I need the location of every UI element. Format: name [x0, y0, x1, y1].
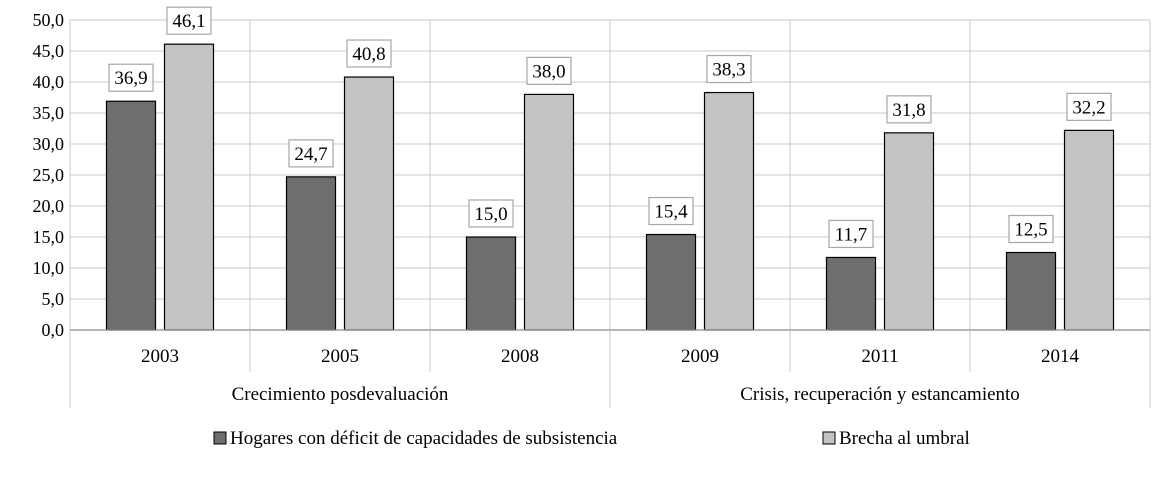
data-label-box: [1066, 92, 1112, 121]
y-tick-label: 20,0: [33, 196, 65, 216]
group-label: Crecimiento posdevaluación: [232, 384, 449, 405]
legend-label: Brecha al umbral: [839, 428, 970, 449]
y-tick-label: 15,0: [33, 227, 65, 247]
bar: [343, 76, 395, 331]
data-label-box: [526, 56, 572, 86]
y-tick-label: 10,0: [33, 258, 65, 278]
bar: [825, 256, 877, 331]
data-label-box: [468, 199, 514, 228]
x-tick-label: 2005: [321, 346, 359, 367]
data-label: 31,8: [892, 100, 925, 121]
data-label-box: [886, 95, 932, 124]
x-tick-label: 2011: [861, 346, 898, 367]
y-tick-label: 35,0: [33, 103, 65, 123]
data-label: 46,1: [172, 11, 205, 32]
y-tick-label: 5,0: [42, 289, 65, 309]
data-label: 24,7: [294, 144, 327, 165]
legend-swatch: [213, 431, 227, 445]
gridlines: [69, 19, 1151, 331]
group-label: Crisis, recuperación y estancamiento: [740, 384, 1020, 405]
data-label-box: [828, 219, 874, 249]
data-labels: 36,9 46,1 24,7 40,8 15,0 38,0 15,4 38,3 11,7 31,8…: [108, 6, 1112, 249]
bar: [645, 233, 697, 331]
bar: [465, 236, 517, 331]
bar: [105, 100, 157, 331]
bar: [703, 91, 755, 331]
data-label: 15,0: [474, 204, 507, 225]
data-label: 38,3: [712, 60, 745, 81]
y-tick-label: 45,0: [33, 41, 65, 61]
legend-label: Hogares con déficit de capacidades de su…: [230, 428, 618, 449]
y-tick-label: 40,0: [33, 72, 65, 92]
bar: [883, 132, 935, 331]
data-label-box: [706, 54, 752, 84]
data-label: 12,5: [1014, 220, 1047, 241]
y-tick-label: 25,0: [33, 165, 65, 185]
x-tick-label: 2009: [681, 346, 719, 367]
x-tick-label: 2014: [1041, 346, 1080, 367]
data-label-box: [648, 196, 694, 226]
data-label-box: [346, 39, 392, 68]
bar: [1063, 129, 1115, 331]
bars: [105, 43, 1115, 331]
data-label: 32,2: [1072, 97, 1105, 118]
y-tick-label: 50,0: [33, 10, 65, 30]
y-tick-label: 0,0: [42, 320, 65, 340]
data-label-box: [108, 63, 154, 92]
bar: [285, 176, 337, 331]
legend-swatch: [822, 431, 836, 445]
x-tick-label: 2003: [141, 346, 179, 367]
data-label: 11,7: [835, 224, 868, 245]
bar: [163, 43, 215, 331]
data-label: 36,9: [114, 68, 147, 89]
legend: Hogares con déficit de capacidades de su…: [213, 428, 970, 449]
x-axis: 2003 2005 2008 2009 2011 2014 Crecimiento posd…: [69, 329, 1151, 408]
y-tick-label: 30,0: [33, 134, 65, 154]
data-label-box: [288, 139, 334, 168]
data-label: 40,8: [352, 44, 385, 65]
y-axis-ticks: 0,0 5,0 10,0 15,0 20,0 25,0 30,0 35,0 40,0 45,0 50…: [33, 10, 65, 340]
bar: [523, 93, 575, 331]
data-label: 15,4: [654, 202, 688, 223]
x-tick-label: 2008: [501, 346, 539, 367]
bar: [1005, 251, 1057, 331]
data-label: 38,0: [532, 61, 565, 82]
data-label-box: [1008, 214, 1054, 244]
data-label-box: [166, 6, 212, 35]
